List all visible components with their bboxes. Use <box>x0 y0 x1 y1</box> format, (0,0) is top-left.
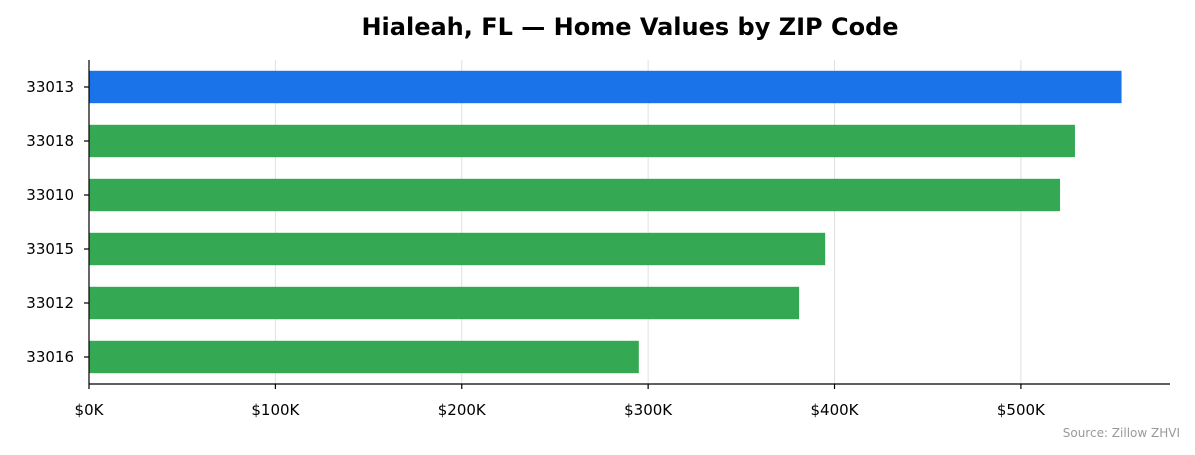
bar-33016 <box>89 340 639 374</box>
bar-33018 <box>89 124 1075 158</box>
x-tick-label-0: $0K <box>75 401 105 419</box>
x-tick-label-1: $100K <box>251 401 300 419</box>
y-axis-ticks: 33013 33018 33010 33015 33012 33016 <box>26 78 89 366</box>
y-tick-label-33010: 33010 <box>26 186 74 204</box>
y-tick-label-33016: 33016 <box>26 348 74 366</box>
bars <box>89 70 1122 374</box>
x-tick-label-5: $500K <box>997 401 1046 419</box>
bar-33013 <box>89 70 1122 104</box>
x-tick-label-4: $400K <box>811 401 860 419</box>
bar-33015 <box>89 232 826 266</box>
x-tick-label-3: $300K <box>624 401 673 419</box>
bar-33012 <box>89 286 800 320</box>
bar-33010 <box>89 178 1061 212</box>
grid-lines <box>274 60 1022 384</box>
chart-title: Hialeah, FL — Home Values by ZIP Code <box>361 13 898 41</box>
y-tick-label-33018: 33018 <box>26 132 74 150</box>
x-axis-ticks: $0K $100K $200K $300K $400K $500K <box>75 384 1046 419</box>
y-tick-label-33015: 33015 <box>26 240 74 258</box>
x-tick-label-2: $200K <box>438 401 487 419</box>
axes <box>88 60 1170 385</box>
source-note: Source: Zillow ZHVI <box>1063 426 1180 440</box>
y-tick-label-33012: 33012 <box>26 294 74 312</box>
y-tick-label-33013: 33013 <box>26 78 74 96</box>
